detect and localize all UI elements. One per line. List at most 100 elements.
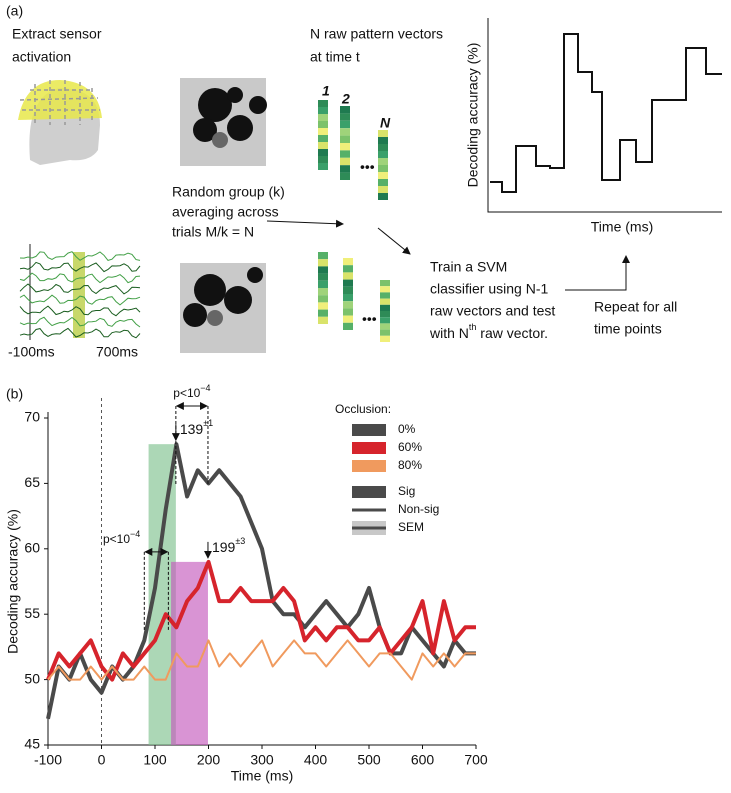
legend-label: 60%	[398, 440, 422, 454]
trace-panel	[19, 244, 141, 340]
vector-cell	[343, 294, 353, 302]
vector-cell	[340, 143, 350, 151]
vector-cell	[343, 258, 353, 266]
vector-cell	[318, 252, 328, 260]
x-tick-label: 300	[250, 752, 274, 768]
vector-cell	[378, 130, 388, 137]
legend-swatch	[352, 442, 386, 454]
arrow	[565, 255, 630, 291]
vector-cell	[343, 265, 353, 273]
axis-text: -100ms	[8, 344, 55, 360]
contrast-exponent: −4	[200, 383, 210, 393]
vector-cell	[380, 292, 390, 299]
trace	[19, 305, 141, 317]
vector-cell	[343, 301, 353, 309]
vector-cell	[318, 149, 328, 156]
x-tick-label: 600	[411, 752, 435, 768]
vector-cell	[318, 100, 328, 107]
legend-label: SEM	[398, 520, 424, 534]
y-tick-label: 65	[24, 474, 40, 490]
vector-cell	[378, 165, 388, 172]
vector-cell	[318, 156, 328, 163]
contrast-label: p<10−4	[103, 529, 140, 546]
vector-cell	[340, 135, 350, 143]
legend-swatch	[352, 508, 386, 512]
ellipsis: •••	[360, 159, 375, 175]
vector-cell	[378, 158, 388, 165]
panel-b: (b) -100 0 100 200 300 400 500 600 700 45 50 55 60 65…	[5, 383, 488, 783]
legend-label: Non-sig	[398, 502, 439, 516]
vectors	[318, 100, 390, 342]
vector-cell	[318, 309, 328, 317]
vector-cell	[343, 286, 353, 294]
vector-cell	[318, 316, 328, 324]
x-tick-label: 500	[357, 752, 381, 768]
vector-cell	[318, 288, 328, 296]
text: at time t	[310, 49, 360, 65]
arrow	[266, 219, 344, 228]
axis-text: 700ms	[96, 344, 138, 360]
panel-a: (a) Extract sensor activation -100ms 700…	[6, 3, 722, 360]
vector-cell	[340, 165, 350, 173]
text: activation	[12, 49, 71, 65]
legend-label: 80%	[398, 458, 422, 472]
arrow	[377, 227, 411, 255]
y-axis-title: Decoding accuracy (%)	[5, 509, 21, 654]
peak-time: 199	[212, 539, 236, 555]
panel-label: (a)	[6, 3, 23, 19]
vector-cell	[318, 295, 328, 303]
trace	[19, 327, 141, 339]
ellipsis: •••	[362, 311, 377, 327]
text: Extract sensor	[12, 26, 102, 42]
legend-label: 0%	[398, 422, 416, 436]
vector-cell	[340, 106, 350, 114]
vector-label: N	[380, 115, 391, 131]
vector-cell	[343, 272, 353, 280]
axis-title: Time (ms)	[591, 219, 653, 235]
text: time points	[594, 321, 662, 337]
legend-swatch	[352, 460, 386, 472]
legend-swatch	[352, 486, 386, 498]
series-line	[46, 559, 476, 682]
vector-cell	[380, 317, 390, 324]
superscript: th	[469, 322, 477, 332]
vector-cell	[378, 151, 388, 158]
vector-cell	[378, 193, 388, 200]
vector-cell	[340, 150, 350, 158]
x-tick-label: -100	[34, 752, 62, 768]
vector-cell	[380, 323, 390, 330]
stimulus	[180, 78, 267, 353]
peak-error: ±3	[235, 536, 245, 546]
x-tick-label: 100	[143, 752, 167, 768]
contrast-text: p<10	[103, 532, 130, 546]
x-tick-label: 200	[197, 752, 221, 768]
text: classifier using N-1	[430, 281, 548, 297]
contrast-label: p<10−4	[173, 383, 210, 400]
text: raw vector.	[476, 325, 548, 341]
vector-cell	[378, 179, 388, 186]
text: averaging across	[172, 204, 279, 220]
vector-cell	[343, 322, 353, 330]
text: Train a SVM	[430, 259, 507, 275]
panel-label: (b)	[6, 386, 23, 402]
text: Repeat for all	[594, 299, 677, 315]
y-tick-label: 55	[24, 605, 40, 621]
vector-cell	[318, 302, 328, 310]
trace	[19, 316, 141, 328]
axis-title: Decoding accuracy (%)	[465, 43, 481, 188]
vector-cell	[340, 113, 350, 121]
x-tick-label: 0	[98, 752, 106, 768]
peak-time: 139	[180, 421, 204, 437]
vector-cell	[318, 135, 328, 142]
trace	[19, 261, 141, 273]
vector-cell	[340, 128, 350, 136]
contrast-exponent: −4	[130, 529, 140, 539]
trace	[19, 272, 141, 284]
vector-cell	[318, 107, 328, 114]
vector-cell	[340, 120, 350, 129]
series-line	[47, 639, 476, 681]
vector-cell	[380, 304, 390, 311]
vector-cell	[318, 259, 328, 267]
legend-swatch	[352, 424, 386, 436]
